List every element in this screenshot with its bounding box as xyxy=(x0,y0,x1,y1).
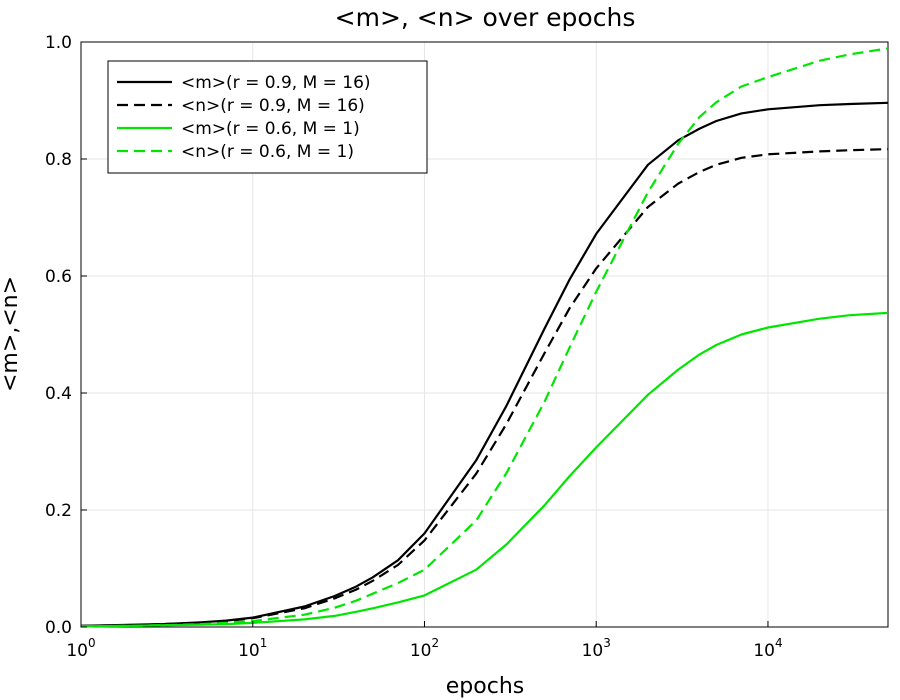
y-axis-ticks: 0.0 0.2 0.4 0.6 0.8 1.0 xyxy=(45,33,87,638)
x-axis-ticks: 100 101 102 103 104 xyxy=(66,621,783,661)
series-line-0 xyxy=(80,101,889,627)
series-line-3 xyxy=(80,47,889,628)
x-tick-label-0: 100 xyxy=(66,636,95,661)
x-tick-label-4: 104 xyxy=(753,636,782,661)
y-tick-label-1: 0.2 xyxy=(45,501,72,521)
legend: <m>(r = 0.9, M = 16) <n>(r = 0.9, M = 16)… xyxy=(107,60,428,174)
y-tick-label-3: 0.6 xyxy=(45,267,72,287)
y-tick-label-4: 0.8 xyxy=(45,150,72,170)
series-line-2 xyxy=(80,311,889,628)
x-axis-title: epochs xyxy=(446,674,524,699)
legend-box xyxy=(107,60,428,174)
legend-entry-3: <n>(r = 0.6, M = 1) xyxy=(181,142,354,162)
x-tick-label-3: 103 xyxy=(582,636,611,661)
y-axis-title: <m>,<n> xyxy=(0,276,23,392)
x-tick-label-2: 102 xyxy=(410,636,439,661)
series-line-1 xyxy=(80,148,889,627)
y-tick-label-5: 1.0 xyxy=(45,33,72,53)
chart-title: <m>, <n> over epochs xyxy=(335,3,636,32)
series-layer xyxy=(80,47,889,628)
plot-frame xyxy=(80,41,889,628)
legend-entry-2: <m>(r = 0.6, M = 1) xyxy=(181,119,360,139)
y-tick-label-2: 0.4 xyxy=(45,384,72,404)
x-tick-label-1: 101 xyxy=(238,636,267,661)
legend-entry-0: <m>(r = 0.9, M = 16) xyxy=(181,73,371,93)
y-tick-label-0: 0.0 xyxy=(45,618,72,638)
legend-entry-1: <n>(r = 0.9, M = 16) xyxy=(181,96,365,116)
